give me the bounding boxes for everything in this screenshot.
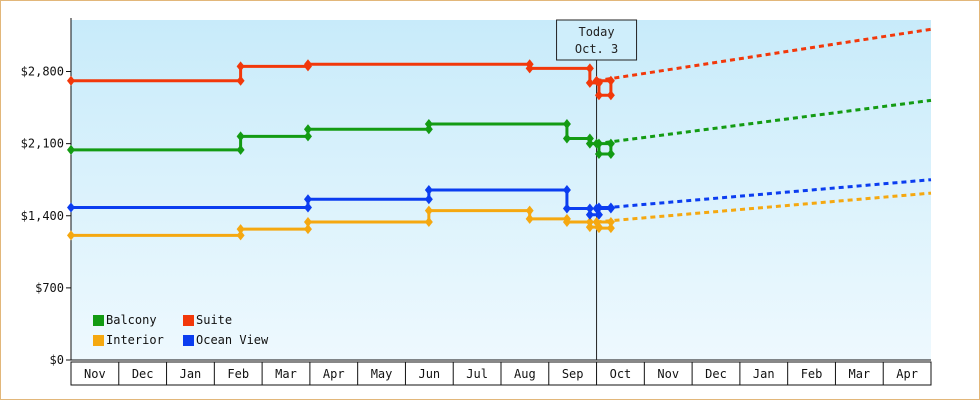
data-point-ocean-view: [585, 203, 594, 214]
data-point-suite: [606, 90, 615, 101]
data-point-ocean-view: [67, 202, 75, 213]
data-point-balcony: [303, 124, 312, 135]
data-point-balcony: [606, 138, 615, 149]
x-tick-label: Dec: [132, 367, 154, 381]
y-tick-label: $700: [35, 281, 64, 295]
data-point-interior: [585, 216, 594, 227]
x-tick-label: Feb: [227, 367, 249, 381]
x-tick-label: Sep: [562, 367, 584, 381]
data-point-balcony: [303, 131, 312, 142]
x-tick-label: Apr: [323, 367, 345, 381]
legend-swatch-balcony: [93, 315, 104, 326]
y-tick-label: $1,400: [21, 209, 64, 223]
data-point-interior: [303, 216, 312, 227]
legend-label-balcony: Balcony: [106, 313, 157, 327]
data-point-balcony: [424, 124, 433, 135]
data-point-balcony: [67, 144, 75, 155]
data-point-interior: [303, 224, 312, 235]
data-point-ocean-view: [303, 194, 312, 205]
data-point-suite: [236, 75, 245, 86]
data-point-ocean-view: [424, 194, 433, 205]
legend-label-ocean-view: Ocean View: [196, 333, 269, 347]
data-point-ocean-view: [562, 185, 571, 195]
today-label: Today: [578, 25, 614, 39]
data-point-ocean-view: [562, 203, 571, 214]
data-point-balcony: [562, 119, 571, 130]
x-tick-label: Jan: [753, 367, 775, 381]
forecast-line-suite: [596, 27, 932, 83]
data-point-interior: [424, 216, 433, 227]
series-line-balcony: [71, 122, 613, 156]
legend-label-interior: Interior: [106, 333, 164, 347]
data-point-interior: [562, 216, 571, 227]
x-tick-label: Feb: [801, 367, 823, 381]
data-point-balcony: [585, 138, 594, 149]
today-date: Oct. 3: [575, 42, 618, 56]
data-point-interior: [606, 223, 615, 234]
x-tick-label: Mar: [848, 367, 870, 381]
data-point-interior: [236, 230, 245, 241]
x-tick-label: Jun: [418, 367, 440, 381]
y-tick-label: $2,800: [21, 65, 64, 79]
data-point-interior: [236, 224, 245, 235]
x-tick-label: Jul: [466, 367, 488, 381]
data-point-balcony: [592, 138, 601, 149]
data-point-ocean-view: [303, 202, 312, 213]
x-tick-label: Nov: [84, 367, 106, 381]
y-tick-label: $0: [50, 353, 64, 367]
data-point-balcony: [606, 148, 615, 159]
legend-label-suite: Suite: [196, 313, 232, 327]
legend-swatch-suite: [183, 315, 194, 326]
data-point-suite: [606, 75, 615, 86]
x-tick-label: Aug: [514, 367, 536, 381]
x-tick-label: May: [371, 367, 393, 381]
legend-swatch-interior: [93, 335, 104, 346]
data-point-balcony: [594, 148, 603, 159]
x-tick-label: Nov: [657, 367, 679, 381]
data-point-interior: [592, 216, 601, 227]
data-point-interior: [606, 216, 615, 227]
data-point-interior: [424, 205, 433, 216]
forecast-line-interior: [596, 191, 932, 224]
data-point-ocean-view: [585, 209, 594, 220]
legend-swatch-ocean-view: [183, 335, 194, 346]
data-point-balcony: [562, 133, 571, 144]
data-point-balcony: [236, 131, 245, 142]
data-point-ocean-view: [606, 203, 615, 214]
data-point-suite: [236, 61, 245, 72]
x-tick-label: Jan: [180, 367, 202, 381]
data-point-ocean-view: [592, 203, 601, 214]
data-point-balcony: [236, 144, 245, 155]
data-point-ocean-view: [424, 185, 433, 195]
today-box: [556, 19, 638, 61]
x-tick-label: Oct: [610, 367, 632, 381]
data-point-suite: [592, 75, 601, 86]
data-point-suite: [303, 59, 312, 70]
data-point-balcony: [424, 119, 433, 130]
data-point-suite: [594, 90, 603, 101]
data-point-interior: [525, 205, 534, 216]
x-tick-label: Mar: [275, 367, 297, 381]
data-point-interior: [525, 213, 534, 224]
data-point-balcony: [585, 133, 594, 144]
data-point-interior: [67, 230, 75, 241]
x-tick-label: Dec: [705, 367, 727, 381]
y-tick-label: $2,100: [21, 137, 64, 151]
x-tick-label: Apr: [896, 367, 918, 381]
data-point-interior: [585, 222, 594, 233]
forecast-line-balcony: [596, 98, 932, 146]
data-point-suite: [585, 63, 594, 74]
data-point-suite: [525, 63, 534, 74]
forecast-line-ocean-view: [596, 178, 932, 211]
data-point-suite: [585, 77, 594, 88]
data-point-suite: [67, 75, 75, 86]
